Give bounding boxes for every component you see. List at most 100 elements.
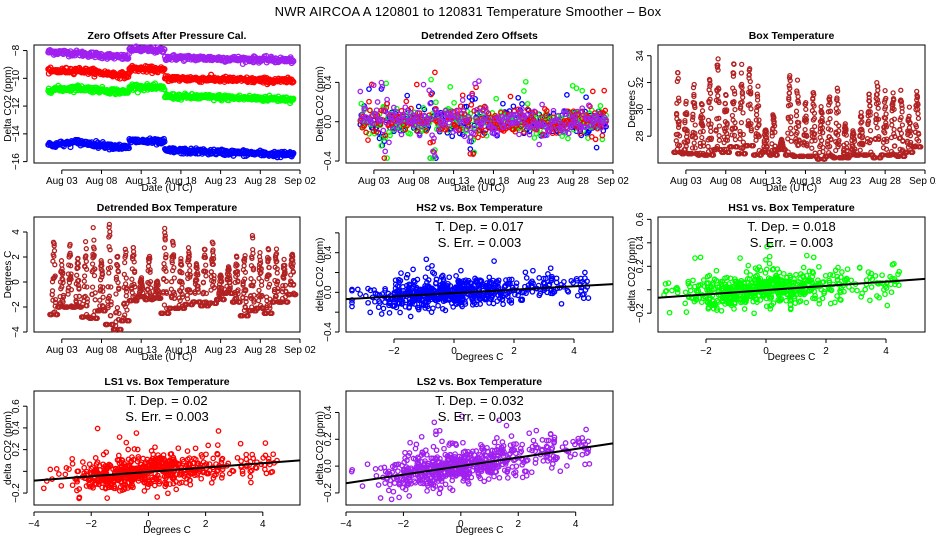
data-point [592,136,599,143]
data-point [90,224,96,231]
data-point [131,259,137,265]
data-point [597,103,604,109]
x-tick-label: Aug 08 [710,176,742,187]
data-point [524,100,531,107]
data-point [875,105,881,111]
panel-title: Box Temperature [749,30,835,42]
data-point [113,291,119,297]
data-point [803,106,809,113]
data-point [844,148,850,154]
x-tick-label: Aug 13 [125,176,157,187]
data-point [380,127,387,134]
data-point [707,90,714,96]
data-point [883,111,889,117]
x-tick-label: Aug 23 [517,176,549,187]
data-point [787,77,793,84]
data-point [115,279,121,286]
data-point [89,261,96,267]
x-tick-label: Aug 03 [358,176,390,187]
data-point [468,101,475,108]
x-tick-label: Aug 18 [790,176,822,187]
data-point [874,125,880,131]
data-point [125,145,132,152]
data-point [795,93,801,100]
data-point [866,98,873,104]
data-point [716,132,722,139]
panel-title: Zero Offsets After Pressure Cal. [88,30,247,42]
data-point [100,294,106,300]
data-point [516,131,522,138]
y-tick-label: −14 [11,125,22,142]
data-point [123,293,129,299]
data-point [125,73,132,80]
data-point [819,137,825,144]
data-point [793,108,800,114]
data-point [746,72,752,78]
x-tick-label: Sep 02 [597,176,629,187]
data-point [366,98,372,105]
data-point [811,110,818,116]
data-point [565,135,571,142]
data-point [739,61,745,68]
y-tick-label: −10 [11,69,22,86]
data-point [521,88,527,94]
x-tick-label: Aug 08 [398,176,430,187]
y-tick-label: −12 [11,97,22,114]
data-point [916,131,922,137]
data-point [843,140,850,147]
data-point [83,258,89,265]
data-point [573,85,580,92]
y-tick-label: 0.4 [323,75,334,89]
data-point [858,114,865,120]
x-tick-label: Sep 02 [284,176,316,187]
data-point [755,83,761,89]
y-tick-label: 4 [11,229,22,235]
x-tick-label: Aug 18 [165,345,197,356]
data-point [536,141,543,148]
data-point [793,113,800,119]
data-point [402,104,409,111]
data-point [876,136,882,143]
data-point [898,130,905,137]
data-point [106,270,112,276]
data-point [58,258,65,264]
series-ls2 [45,43,297,68]
data-point [290,58,297,65]
y-tick-label: 34 [635,50,646,62]
data-point [76,299,82,305]
data-point [683,143,689,149]
data-point [866,91,872,97]
data-point [475,134,481,141]
data-point [51,248,58,254]
data-point [84,299,90,305]
data-point [818,104,824,110]
data-point [675,75,681,82]
data-point [907,120,913,126]
data-point [500,100,506,107]
data-point [91,237,97,243]
data-point [732,106,738,113]
x-tick-label: Aug 08 [86,345,118,356]
data-point [124,307,130,313]
data-point [106,221,113,228]
data-point [593,144,600,151]
data-point [366,86,372,92]
data-point [699,134,705,141]
data-point [675,70,681,76]
data-point [413,81,420,88]
data-point [812,137,818,144]
data-point [740,110,746,116]
data-point [820,148,826,155]
x-axis-label: Date (UTC) [141,183,192,194]
x-tick-label: Aug 28 [869,176,901,187]
x-tick-label: Aug 23 [829,176,861,187]
y-tick-label: −2 [11,301,22,313]
series-box-temperature [671,56,924,162]
y-axis-label: Delta CO2 (ppm) [3,66,14,142]
data-point [82,238,89,245]
data-point [382,148,389,155]
x-tick-label: Aug 23 [205,176,237,187]
data-point [753,112,760,118]
